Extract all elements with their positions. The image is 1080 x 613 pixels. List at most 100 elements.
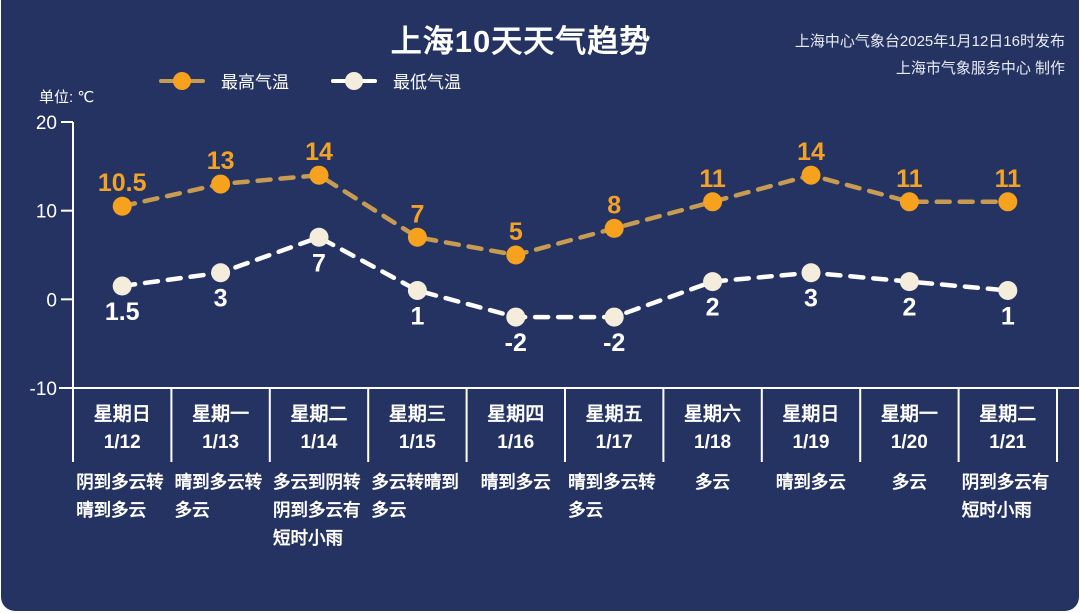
low-temp-point: [801, 263, 821, 283]
forecast-day-header: 星期五 1/17: [565, 388, 663, 462]
low-temp-point: [703, 272, 723, 292]
publisher-line-2: 上海市气象服务中心 制作: [895, 60, 1065, 77]
weekday-label: 星期二: [290, 404, 348, 425]
high-temp-value-label: 13: [207, 147, 235, 175]
weather-description-text: 多云: [891, 472, 927, 492]
weather-description-text: 阴到多云有短时小雨: [961, 472, 1050, 520]
date-label: 1/21: [989, 432, 1027, 453]
forecast-column: 星期一 1/20 多云: [860, 388, 958, 552]
low-temp-value-label: 3: [214, 285, 228, 313]
weather-description-text: 晴到多云转多云: [174, 472, 263, 520]
high-temp-value-label: 10.5: [98, 169, 147, 197]
high-temp-point: [703, 192, 723, 212]
high-temp-point: [604, 218, 624, 238]
weather-description: 多云: [860, 468, 958, 496]
legend-label: 最高气温: [221, 73, 289, 92]
high-temp-value-label: 11: [995, 165, 1022, 193]
high-temp-point: [407, 227, 427, 247]
weekday-label: 星期五: [585, 404, 643, 425]
weather-description-text: 晴到多云转多云: [568, 472, 656, 520]
weather-description: 晴到多云: [467, 468, 565, 496]
forecast-day-header: 星期六 1/18: [663, 388, 761, 462]
weather-description: 多云到阴转阴到多云有短时小雨: [270, 468, 368, 552]
high-temp-value-label: 8: [607, 191, 621, 219]
forecast-day-header: 星期一 1/13: [171, 388, 269, 462]
weather-description: 晴到多云转多云: [171, 468, 269, 524]
low-temp-line: [119, 234, 1011, 320]
weather-description: 阴到多云转晴到多云: [73, 468, 171, 524]
publisher-line-1: 上海中心气象台2025年1月12日16时发布: [794, 33, 1065, 50]
forecast-day-header: 星期二 1/21: [959, 388, 1057, 462]
date-label: 1/14: [300, 432, 338, 453]
date-label: 1/18: [694, 432, 732, 453]
date-label: 1/15: [398, 432, 436, 453]
low-temp-value-label: 2: [706, 294, 720, 322]
weekday-label: 星期日: [93, 404, 151, 425]
forecast-table: 星期日 1/12 阴到多云转晴到多云 星期一 1/13 晴到多云转多云 星期二 1/14 多云到…: [73, 388, 1057, 552]
legend-item-low: 最低气温: [331, 68, 461, 93]
unit-label: 单位: ℃: [39, 89, 95, 106]
forecast-day-header: 星期日 1/12: [73, 388, 171, 462]
low-temp-value-label: -2: [505, 329, 527, 357]
forecast-day-header: 星期四 1/16: [467, 388, 565, 462]
forecast-column: 星期日 1/19 晴到多云: [762, 388, 860, 552]
weekday-label: 星期四: [487, 404, 545, 425]
low-temp-value-label: 2: [902, 294, 916, 322]
high-temp-value-label: 7: [410, 200, 424, 228]
weather-description: 晴到多云: [762, 468, 860, 496]
weather-description: 阴到多云有短时小雨: [959, 468, 1057, 524]
forecast-day-header: 星期二 1/14: [270, 388, 368, 462]
weather-description-text: 晴到多云: [480, 472, 551, 492]
high-temp-point: [801, 165, 821, 185]
low-temp-value-label: 3: [804, 285, 818, 313]
y-tick-label: -10: [30, 379, 57, 400]
legend-item-high: 最高气温: [159, 68, 289, 93]
weather-description: 多云: [663, 468, 761, 496]
weather-description-text: 晴到多云: [775, 472, 846, 492]
high-temp-point: [998, 192, 1018, 212]
high-temp-value-label: 11: [896, 165, 923, 193]
weekday-label: 星期日: [782, 404, 840, 425]
low-temp-legend-marker-icon: [331, 71, 377, 91]
weekday-label: 星期三: [388, 404, 446, 425]
low-temp-point: [604, 307, 624, 327]
date-label: 1/13: [202, 432, 240, 453]
publisher-info: 上海中心气象台2025年1月12日16时发布 上海市气象服务中心 制作: [795, 28, 1065, 82]
high-temp-point: [211, 174, 231, 194]
date-label: 1/20: [890, 432, 928, 453]
weather-description: 晴到多云转多云: [565, 468, 663, 524]
y-tick-label: 0: [46, 290, 57, 311]
high-temp-point: [309, 165, 329, 185]
low-temp-point: [407, 280, 427, 300]
weather-description-text: 多云转晴到多云: [371, 472, 459, 520]
weather-description-text: 多云: [695, 472, 731, 492]
high-temp-point: [506, 245, 526, 265]
high-temp-line: [119, 172, 1011, 258]
low-temp-point: [211, 263, 231, 283]
low-temp-value-label: 7: [312, 249, 326, 277]
forecast-column: 星期二 1/14 多云到阴转阴到多云有短时小雨: [270, 388, 368, 552]
low-temp-point: [309, 227, 329, 247]
high-temp-value-label: 14: [797, 138, 825, 166]
date-label: 1/16: [497, 432, 535, 453]
forecast-column: 星期日 1/12 阴到多云转晴到多云: [73, 388, 171, 552]
low-temp-value-label: 1.5: [105, 298, 140, 326]
forecast-day-header: 星期一 1/20: [860, 388, 958, 462]
low-temp-point: [998, 280, 1018, 300]
high-temp-value-label: 14: [305, 138, 333, 166]
forecast-column: 星期四 1/16 晴到多云: [467, 388, 565, 552]
date-label: 1/17: [595, 432, 633, 453]
forecast-column: 星期六 1/18 多云: [663, 388, 761, 552]
chart-legend: 最高气温 最低气温: [159, 68, 461, 93]
legend-label: 最低气温: [393, 73, 461, 92]
weather-description-text: 阴到多云转晴到多云: [76, 472, 164, 520]
weekday-label: 星期一: [880, 404, 938, 425]
date-label: 1/12: [103, 432, 141, 453]
weekday-label: 星期二: [979, 404, 1037, 425]
y-tick-label: 20: [36, 113, 57, 134]
forecast-column: 星期五 1/17 晴到多云转多云: [565, 388, 663, 552]
high-temp-point: [899, 192, 919, 212]
low-temp-point: [112, 276, 132, 296]
